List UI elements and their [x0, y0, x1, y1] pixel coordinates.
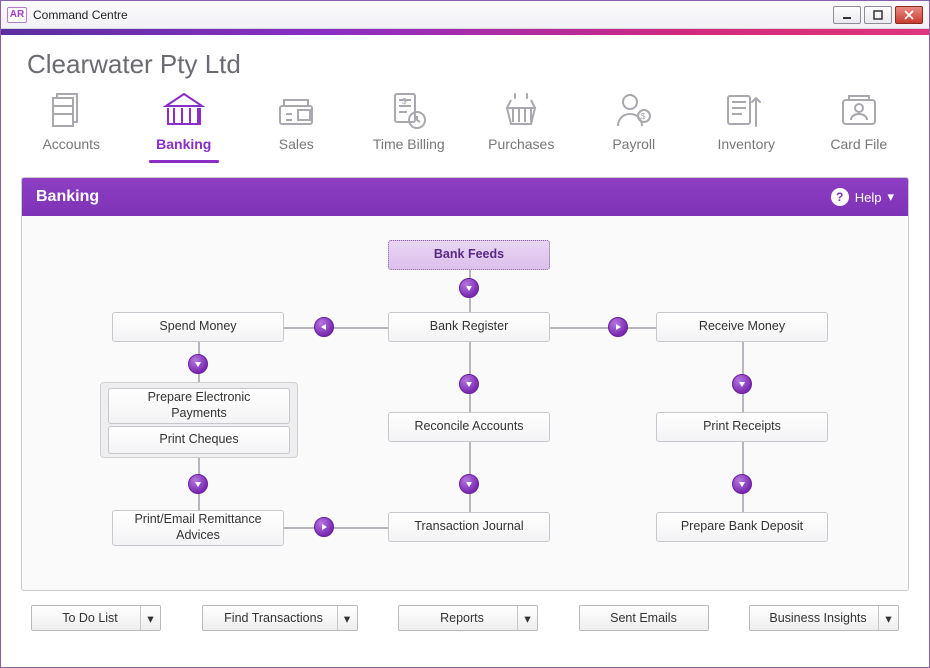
- flow-arrow-down[interactable]: [732, 474, 752, 494]
- connector-line: [284, 527, 388, 529]
- nav-label: Time Billing: [373, 136, 445, 152]
- workflow-reconcile-button[interactable]: Reconcile Accounts: [388, 412, 550, 442]
- chevron-down-icon: ▾: [878, 606, 898, 630]
- titlebar: AR Command Centre: [1, 1, 929, 29]
- chevron-down-icon: ▾: [337, 606, 357, 630]
- nav-banking[interactable]: Banking: [142, 90, 227, 163]
- todo-dropdown[interactable]: To Do List ▾: [31, 605, 161, 631]
- reports-dropdown[interactable]: Reports ▾: [398, 605, 538, 631]
- flow-arrow-down[interactable]: [459, 374, 479, 394]
- nav-active-underline: [149, 160, 219, 163]
- dropdown-label: To Do List: [62, 611, 118, 625]
- connector-line: [550, 327, 656, 329]
- nav-sales[interactable]: Sales: [254, 90, 339, 163]
- panel-header: Banking ? Help ▾: [22, 178, 908, 216]
- help-label: Help: [855, 190, 882, 205]
- window-controls: [833, 6, 923, 24]
- nav-purchases[interactable]: Purchases: [479, 90, 564, 163]
- app-badge-icon: AR: [7, 7, 27, 23]
- module-nav: Accounts Banking Sales $ Time Billing Purchas…: [21, 86, 909, 171]
- svg-text:$: $: [402, 97, 407, 106]
- flow-arrow-down[interactable]: [188, 474, 208, 494]
- content-area: Clearwater Pty Ltd Accounts Banking Sales $…: [1, 35, 929, 643]
- nav-label: Card File: [830, 136, 887, 152]
- flow-arrow-left[interactable]: [314, 317, 334, 337]
- workflow-print_cheques-button[interactable]: Print Cheques: [108, 426, 290, 454]
- nav-label: Purchases: [488, 136, 554, 152]
- dropdown-label: Sent Emails: [610, 611, 677, 625]
- workflow-transaction_journal-button[interactable]: Transaction Journal: [388, 512, 550, 542]
- nav-accounts[interactable]: Accounts: [29, 90, 114, 163]
- workflow-receive_money-button[interactable]: Receive Money: [656, 312, 828, 342]
- nav-inventory[interactable]: Inventory: [704, 90, 789, 163]
- dropdown-label: Reports: [440, 611, 484, 625]
- workflow-remittance-button[interactable]: Print/Email Remittance Advices: [112, 510, 284, 546]
- close-button[interactable]: [895, 6, 923, 24]
- nav-label: Banking: [156, 136, 211, 152]
- workflow-canvas: Bank Feeds Spend Money Bank Register Receiv…: [22, 216, 908, 590]
- chevron-down-icon: ▾: [517, 606, 537, 630]
- flow-arrow-down[interactable]: [459, 474, 479, 494]
- flow-arrow-right[interactable]: [314, 517, 334, 537]
- command-centre-window: AR Command Centre Clearwater Pty Ltd Acc…: [0, 0, 930, 668]
- panel-title: Banking: [36, 188, 99, 206]
- dropdown-label: Business Insights: [769, 611, 866, 625]
- maximize-icon: [873, 10, 883, 20]
- minimize-icon: [842, 10, 852, 20]
- nav-payroll[interactable]: $ Payroll: [592, 90, 677, 163]
- nav-label: Sales: [279, 136, 314, 152]
- flow-arrow-down[interactable]: [188, 354, 208, 374]
- flow-arrow-down[interactable]: [459, 278, 479, 298]
- banking-panel: Banking ? Help ▾ Bank FeedsSpend MoneyBa…: [21, 177, 909, 591]
- workflow-print_receipts-button[interactable]: Print Receipts: [656, 412, 828, 442]
- workflow-bank_register-button[interactable]: Bank Register: [388, 312, 550, 342]
- close-icon: [904, 10, 914, 20]
- help-button[interactable]: ? Help ▾: [831, 188, 894, 206]
- nav-label: Accounts: [42, 136, 100, 152]
- workflow-prep_deposit-button[interactable]: Prepare Bank Deposit: [656, 512, 828, 542]
- workflow-prep_electronic-button[interactable]: Prepare Electronic Payments: [108, 388, 290, 424]
- find_tx-dropdown[interactable]: Find Transactions ▾: [202, 605, 358, 631]
- nav-time_billing[interactable]: $ Time Billing: [367, 90, 452, 163]
- sent_emails-dropdown[interactable]: Sent Emails: [579, 605, 709, 631]
- minimize-button[interactable]: [833, 6, 861, 24]
- flow-arrow-right[interactable]: [608, 317, 628, 337]
- nav-label: Inventory: [717, 136, 775, 152]
- company-name: Clearwater Pty Ltd: [21, 45, 909, 86]
- workflow-bank_feeds-button[interactable]: Bank Feeds: [388, 240, 550, 270]
- workflow-spend_money-button[interactable]: Spend Money: [112, 312, 284, 342]
- insights-dropdown[interactable]: Business Insights ▾: [749, 605, 899, 631]
- nav-label: Payroll: [612, 136, 655, 152]
- connector-line: [284, 327, 388, 329]
- svg-text:$: $: [641, 112, 646, 121]
- chevron-down-icon: ▾: [887, 189, 894, 205]
- maximize-button[interactable]: [864, 6, 892, 24]
- dropdown-label: Find Transactions: [224, 611, 323, 625]
- bottom-bar: To Do List ▾ Find Transactions ▾ Reports ▾ Sen…: [21, 591, 909, 631]
- flow-arrow-down[interactable]: [732, 374, 752, 394]
- help-icon: ?: [831, 188, 849, 206]
- chevron-down-icon: ▾: [140, 606, 160, 630]
- window-title: Command Centre: [33, 8, 128, 22]
- nav-card_file[interactable]: Card File: [817, 90, 902, 163]
